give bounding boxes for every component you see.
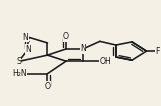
Text: N: N xyxy=(80,45,86,53)
Text: F: F xyxy=(155,47,160,56)
Text: N: N xyxy=(25,45,31,54)
Text: N: N xyxy=(22,33,28,42)
Text: S: S xyxy=(16,57,21,66)
Text: .: . xyxy=(28,35,32,44)
Text: H₂N: H₂N xyxy=(12,69,27,78)
Text: O: O xyxy=(63,32,69,41)
Text: O: O xyxy=(44,82,51,91)
Text: .: . xyxy=(28,32,32,41)
Text: OH: OH xyxy=(99,57,111,66)
